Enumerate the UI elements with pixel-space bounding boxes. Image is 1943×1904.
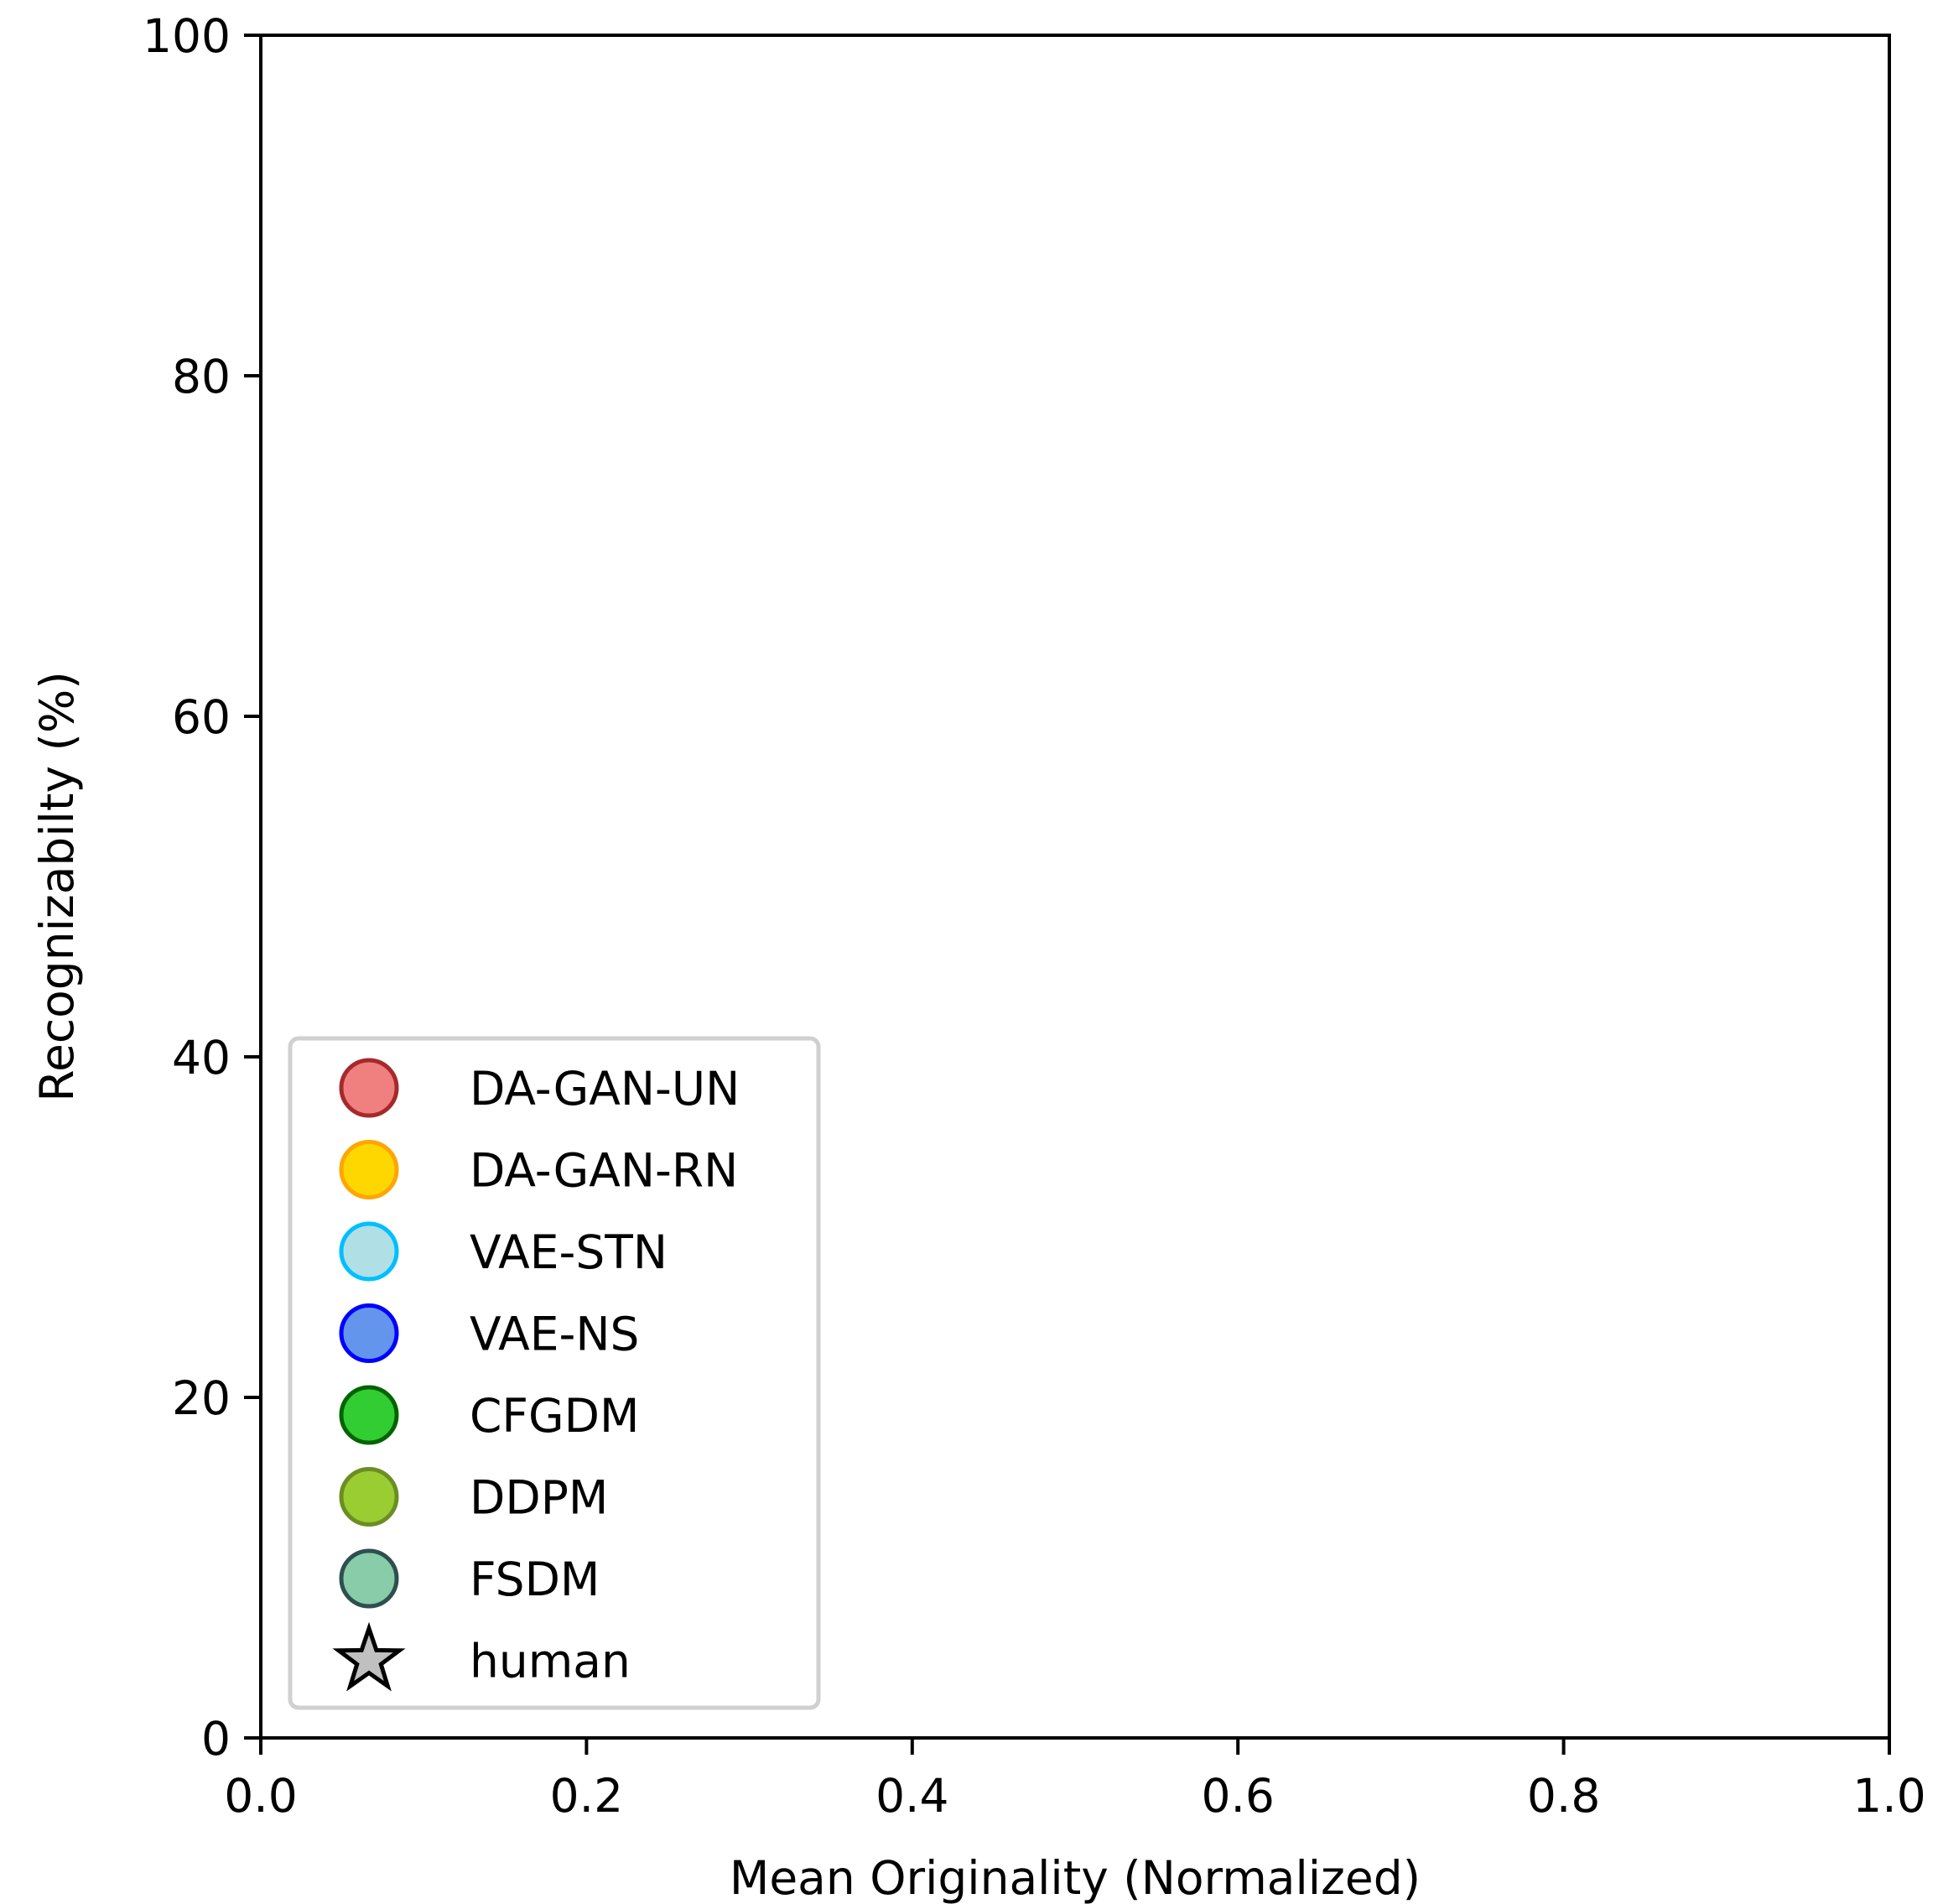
circle-marker-icon (339, 1303, 399, 1363)
legend-item: DA-GAN-UN (339, 1058, 740, 1118)
y-tick-label: 100 (143, 9, 231, 63)
legend-label: FSDM (470, 1553, 600, 1606)
legend-label: human (470, 1635, 631, 1688)
y-axis: 0 20 40 60 80 100 (143, 9, 261, 1766)
y-tick-label: 40 (172, 1031, 231, 1085)
legend-label: DA-GAN-RN (470, 1144, 738, 1198)
y-tick-label: 0 (201, 1712, 231, 1766)
circle-marker-icon (339, 1058, 399, 1118)
legend-label: VAE-NS (470, 1308, 639, 1361)
legend-item: FSDM (339, 1548, 600, 1609)
x-axis-title: Mean Originality (Normalized) (730, 1851, 1421, 1904)
circle-marker-icon (339, 1467, 399, 1527)
circle-marker-icon (339, 1221, 399, 1282)
legend: DA-GAN-UN DA-GAN-RN VAE-STN VAE-NS CFGDM DDPM… (288, 1036, 821, 1710)
legend-item: human (332, 1621, 631, 1692)
y-tick-label: 60 (172, 690, 231, 744)
circle-marker-icon (339, 1548, 399, 1609)
x-tick-label: 0.6 (1201, 1769, 1274, 1823)
x-tick-label: 0.0 (224, 1769, 297, 1823)
x-tick-label: 0.4 (875, 1769, 948, 1823)
legend-label: DDPM (470, 1471, 608, 1525)
circle-marker-icon (339, 1385, 399, 1445)
legend-label: VAE-STN (470, 1225, 668, 1279)
legend-item: DA-GAN-RN (339, 1140, 738, 1199)
legend-item: CFGDM (339, 1385, 639, 1445)
x-axis: 0.0 0.2 0.4 0.6 0.8 1.0 (224, 1738, 1926, 1823)
star-icon (332, 1621, 406, 1692)
legend-label: CFGDM (470, 1389, 639, 1443)
y-axis-title: Recognizabilty (%) (30, 671, 84, 1101)
legend-item: VAE-NS (339, 1303, 639, 1363)
legend-item: DDPM (339, 1467, 608, 1527)
x-tick-label: 0.8 (1527, 1769, 1600, 1823)
y-tick-label: 80 (172, 350, 231, 403)
y-tick-label: 20 (172, 1371, 231, 1425)
legend-box (288, 1036, 821, 1710)
x-tick-label: 0.2 (550, 1769, 623, 1823)
x-tick-label: 1.0 (1852, 1769, 1925, 1823)
circle-marker-icon (339, 1140, 399, 1199)
legend-label: DA-GAN-UN (470, 1062, 740, 1116)
legend-item: VAE-STN (339, 1221, 668, 1282)
